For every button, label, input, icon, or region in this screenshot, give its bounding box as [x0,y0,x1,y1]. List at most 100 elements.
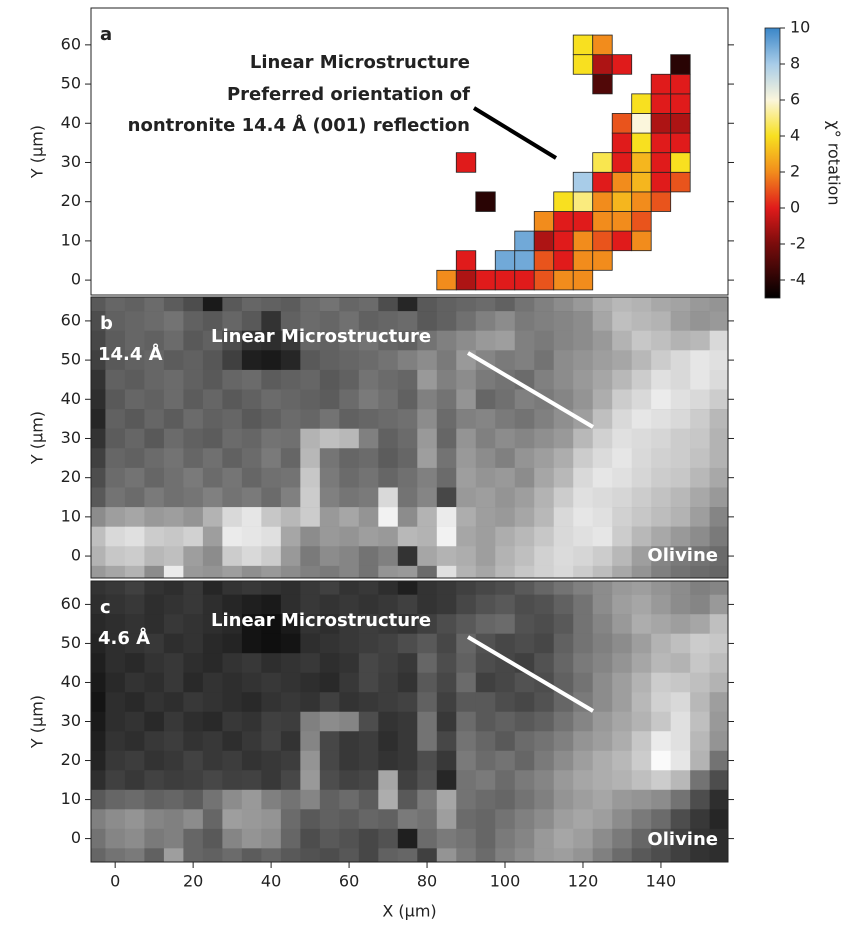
cell [91,750,106,771]
cell [124,467,145,488]
cell [514,297,535,312]
cell [709,750,728,771]
cell [690,594,710,615]
cell [456,653,477,674]
cell [202,731,223,752]
cell [475,448,496,469]
cell [261,731,282,752]
cell [144,731,165,752]
cell [300,828,321,849]
cell [573,731,594,752]
y-tick-label: 50 [61,350,81,369]
cell [436,809,457,830]
cell [631,113,652,134]
cell [202,633,223,654]
cell [183,467,204,488]
cell [534,653,555,674]
cell [690,389,710,410]
colorbar-tick-label: -2 [790,234,806,253]
plot-area [91,581,728,862]
cell [670,297,691,312]
cell [553,369,574,390]
cell [417,428,438,449]
cell [417,507,438,527]
cell [124,409,145,429]
cell [241,692,262,713]
cell [455,250,477,271]
cell [651,770,671,791]
cell [670,848,691,862]
cell [553,428,574,449]
cell [456,546,477,567]
cell [573,614,594,634]
cell [495,467,516,488]
cell [319,789,340,810]
cell [222,581,243,595]
cell [378,565,399,578]
cell [241,731,262,752]
cell [534,789,555,810]
cell [144,467,165,488]
cell [319,633,340,654]
cell [631,731,652,752]
cell [300,369,321,390]
cell [397,711,418,732]
cell [417,828,438,849]
cell [592,750,613,771]
cell [631,546,652,567]
cell [592,311,613,332]
cell [670,389,691,410]
cell [202,848,223,862]
cell [553,330,574,351]
cell [651,467,671,488]
cell [378,389,399,410]
cell [339,546,360,567]
cell [163,565,184,578]
cell [514,848,535,862]
cell [124,507,145,527]
cell [592,428,613,449]
cell [670,507,691,527]
cell [709,389,728,410]
cell [612,428,633,449]
cell [261,526,282,547]
cell [514,428,535,449]
cell [573,428,594,449]
cell [241,409,262,429]
cell [319,330,340,351]
cell [670,565,691,578]
cell [163,350,184,371]
cell [183,389,204,410]
cell [280,809,301,830]
cell [319,692,340,713]
cell [378,692,399,713]
cell [670,770,691,791]
cell [651,633,671,654]
cell [534,546,555,567]
cell [91,526,106,547]
y-tick-label: 10 [61,506,81,525]
cell [91,731,106,752]
y-tick-label: 0 [71,546,81,565]
cell [417,581,438,595]
cell [241,750,262,771]
cell [475,311,496,332]
cell [300,311,321,332]
cell [163,711,184,732]
cell [183,311,204,332]
cell [358,546,379,567]
x-tick-label: 140 [646,872,677,891]
cell [280,594,301,615]
cell [514,809,535,830]
cell [651,828,671,849]
cell [183,692,204,713]
cell [456,614,477,634]
cell [261,809,282,830]
y-tick-label: 60 [61,594,81,613]
cell [436,711,457,732]
cell [572,250,594,271]
cell [202,581,223,595]
cell [455,269,477,291]
cell [612,848,633,862]
cell [650,73,672,95]
